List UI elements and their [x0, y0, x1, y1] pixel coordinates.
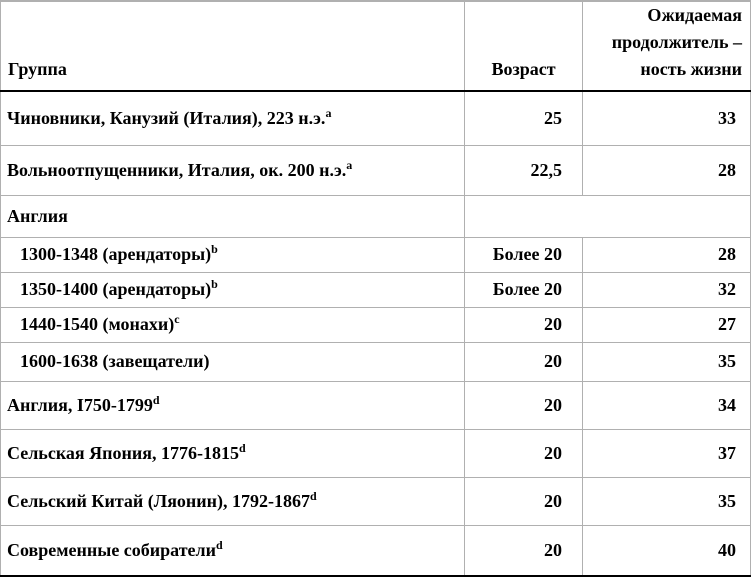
- footnote-marker: d: [239, 440, 246, 455]
- age-cell: 20: [464, 476, 583, 525]
- life-cell: 28: [582, 236, 751, 272]
- group-label: 1350-1400 (арендаторы): [20, 279, 212, 299]
- table-row: 1350-1400 (арендаторы)b Более 20 32: [0, 271, 751, 307]
- group-cell: Чиновники, Канузий (Италия), 223 н.э.a: [0, 90, 465, 145]
- footnote-marker: b: [211, 277, 218, 291]
- group-label: Сельская Япония, 1776-1815: [7, 442, 239, 463]
- table-row: Современные собирателиd 20 40: [0, 524, 751, 576]
- table-body: Чиновники, Канузий (Италия), 223 н.э.a 2…: [0, 90, 751, 576]
- group-cell: 1600-1638 (завещатели): [0, 341, 465, 381]
- group-cell: Сельский Китай (Ляонин), 1792-1867d: [0, 476, 465, 525]
- header-row: Группа Возраст Ожидаемая продолжитель – …: [0, 1, 751, 92]
- life-cell: 33: [582, 90, 751, 145]
- age-cell: 20: [464, 306, 583, 342]
- group-cell: 1350-1400 (арендаторы)b: [0, 271, 465, 307]
- life-cell: 28: [582, 144, 751, 195]
- table-row: Англия, I750-1799d 20 34: [0, 380, 751, 429]
- header-group: Группа: [0, 1, 465, 92]
- group-label: Вольноотпущенники, Италия, ок. 200 н.э.: [7, 159, 347, 180]
- footnote-marker: b: [211, 242, 218, 256]
- age-cell: 25: [464, 90, 583, 145]
- age-cell: 20: [464, 380, 583, 429]
- empty-merged-cell: [464, 194, 751, 237]
- group-cell: 1300-1348 (арендаторы)b: [0, 236, 465, 272]
- table-row: Вольноотпущенники, Италия, ок. 200 н.э.a…: [0, 144, 751, 195]
- header-life-line3: ность жизни: [640, 59, 742, 79]
- table-row: Сельская Япония, 1776-1815d 20 37: [0, 428, 751, 477]
- section-label: Англия: [7, 205, 68, 226]
- life-cell: 35: [582, 341, 751, 381]
- age-cell: 20: [464, 428, 583, 477]
- life-cell: 27: [582, 306, 751, 342]
- age-cell: 22,5: [464, 144, 583, 195]
- age-cell: Более 20: [464, 236, 583, 272]
- table-row: 1300-1348 (арендаторы)b Более 20 28: [0, 236, 751, 272]
- age-cell: 20: [464, 341, 583, 381]
- age-cell: Более 20: [464, 271, 583, 307]
- group-label: Сельский Китай (Ляонин), 1792-1867: [7, 490, 311, 511]
- group-label: Англия, I750-1799: [7, 394, 153, 415]
- table-row: 1600-1638 (завещатели) 20 35: [0, 341, 751, 381]
- footnote-marker: a: [346, 157, 353, 172]
- header-life-line2: продолжитель –: [611, 32, 742, 52]
- footnote-marker: d: [152, 392, 160, 407]
- footnote-marker: c: [174, 312, 180, 326]
- table-header: Группа Возраст Ожидаемая продолжитель – …: [0, 1, 751, 92]
- header-age: Возраст: [464, 1, 583, 92]
- table-row: 1440-1540 (монахи)c 20 27: [0, 306, 751, 342]
- table-row-section: Англия: [0, 194, 751, 237]
- group-cell: Англия, I750-1799d: [0, 380, 465, 429]
- table-row: Сельский Китай (Ляонин), 1792-1867d 20 3…: [0, 476, 751, 525]
- life-cell: 32: [582, 271, 751, 307]
- group-label: 1300-1348 (арендаторы): [20, 244, 212, 264]
- group-cell: 1440-1540 (монахи)c: [0, 306, 465, 342]
- age-cell: 20: [464, 524, 583, 576]
- header-life-expectancy: Ожидаемая продолжитель – ность жизни: [582, 1, 751, 92]
- life-cell: 40: [582, 524, 751, 576]
- life-cell: 35: [582, 476, 751, 525]
- life-cell: 34: [582, 380, 751, 429]
- footnote-marker: a: [325, 105, 332, 120]
- table-row: Чиновники, Канузий (Италия), 223 н.э.a 2…: [0, 90, 751, 145]
- group-cell: Вольноотпущенники, Италия, ок. 200 н.э.a: [0, 144, 465, 195]
- life-cell: 37: [582, 428, 751, 477]
- group-label: 1440-1540 (монахи): [20, 314, 175, 334]
- group-cell: Современные собирателиd: [0, 524, 465, 576]
- group-cell: Англия: [0, 194, 465, 237]
- group-label: 1600-1638 (завещатели): [20, 351, 210, 371]
- header-life-line1: Ожидаемая: [647, 5, 742, 25]
- group-label: Чиновники, Канузий (Италия), 223 н.э.: [7, 107, 326, 128]
- group-cell: Сельская Япония, 1776-1815d: [0, 428, 465, 477]
- group-label: Современные собиратели: [7, 539, 217, 560]
- footnote-marker: d: [310, 488, 317, 503]
- footnote-marker: d: [216, 537, 223, 552]
